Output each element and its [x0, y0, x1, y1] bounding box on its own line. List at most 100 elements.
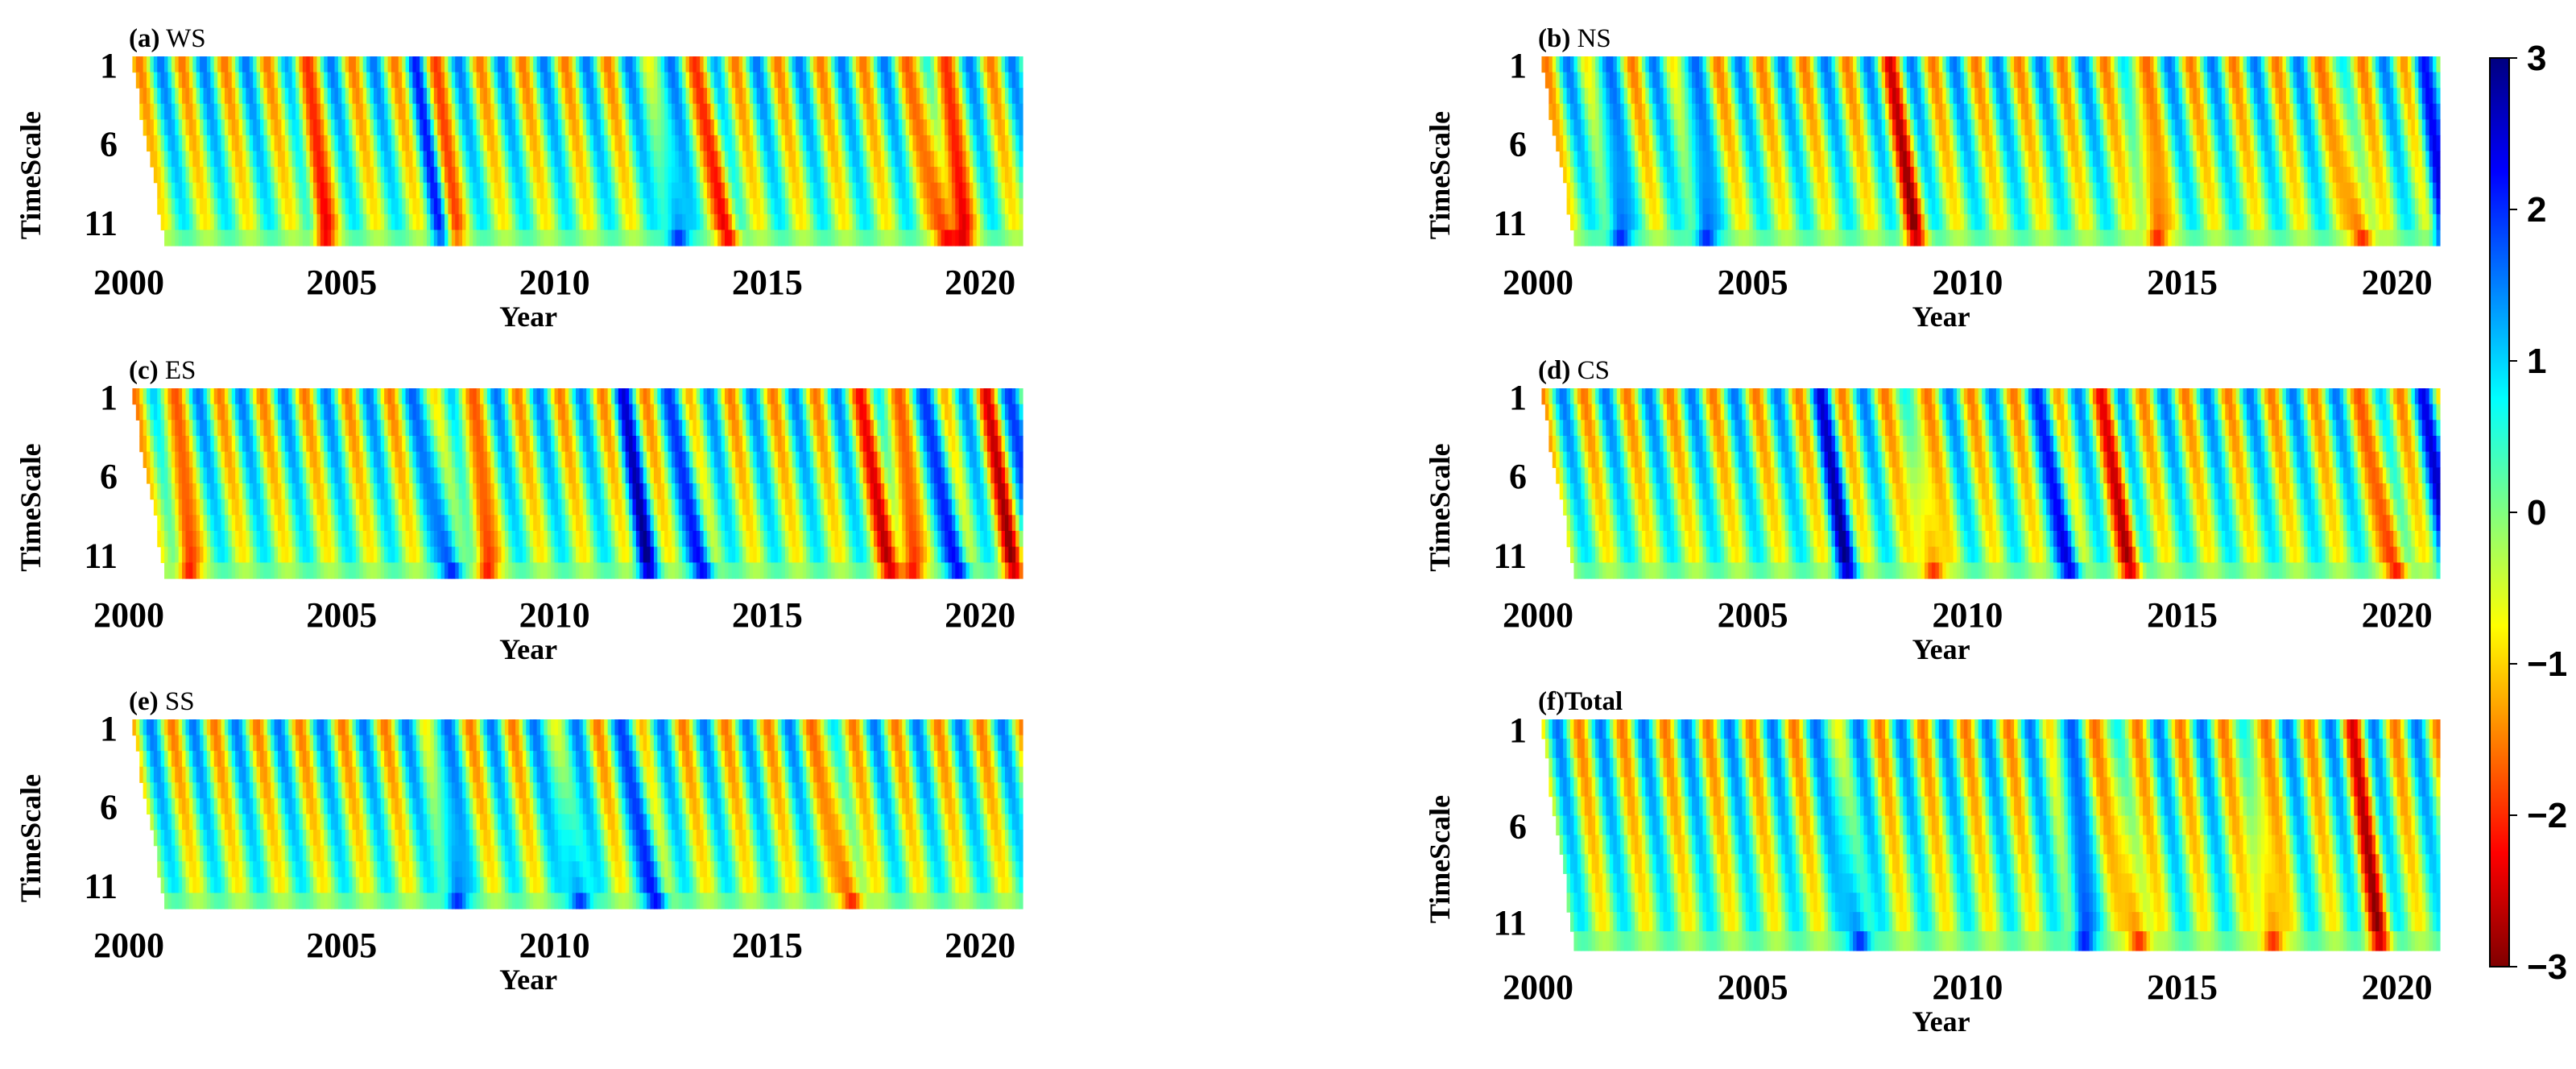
heat-cell	[725, 119, 729, 136]
heat-cell	[164, 167, 169, 184]
heat-cell	[508, 151, 513, 168]
heat-cell	[331, 182, 336, 199]
heat-cell	[267, 135, 271, 152]
heat-cell	[444, 198, 449, 215]
heat-cell	[1874, 167, 1879, 184]
heat-cell	[1910, 167, 1915, 184]
heat-cell	[1720, 135, 1725, 152]
heat-cell	[547, 167, 552, 184]
heat-cell	[958, 167, 963, 184]
heat-cell	[650, 103, 655, 120]
heat-cell	[2371, 103, 2376, 120]
heat-cell	[334, 167, 339, 184]
heat-cell	[589, 56, 594, 73]
heat-cell	[2014, 103, 2019, 120]
heat-cell	[2143, 72, 2148, 89]
heat-cell	[2250, 135, 2255, 152]
heat-cell	[909, 56, 914, 73]
heat-cell	[862, 119, 867, 136]
heat-cell	[1860, 119, 1865, 136]
heat-cell	[341, 151, 346, 168]
heat-cell	[593, 198, 598, 215]
heat-cell	[504, 182, 509, 199]
heat-cell	[895, 56, 899, 73]
heat-cell	[462, 151, 467, 168]
heat-cell	[2057, 103, 2061, 120]
heat-cell	[1935, 56, 1940, 73]
heat-cell	[700, 167, 705, 184]
heat-cell	[292, 135, 296, 152]
heat-cell	[1638, 103, 1643, 120]
heat-cell	[937, 213, 942, 231]
heat-cell	[2175, 135, 2180, 152]
heat-cell	[2418, 72, 2423, 89]
heat-cell	[412, 182, 417, 199]
heat-cell	[809, 151, 814, 168]
heat-cell	[511, 230, 516, 247]
heat-cell	[930, 198, 935, 215]
heat-cell	[256, 230, 261, 247]
heat-cell	[781, 182, 786, 199]
heat-cell	[1953, 56, 1958, 73]
heat-cell	[1985, 56, 1990, 73]
heat-cell	[200, 135, 205, 152]
heat-cell	[508, 213, 513, 231]
heat-cell	[2375, 167, 2380, 184]
heat-cell	[2357, 56, 2362, 73]
heat-cell	[675, 230, 680, 247]
heat-cell	[416, 151, 420, 168]
heat-cell	[267, 213, 271, 231]
heat-cell	[1799, 103, 1804, 120]
heat-cell	[2411, 72, 2416, 89]
heat-cell	[2060, 72, 2065, 89]
heat-cell	[327, 182, 332, 199]
heat-cell	[2314, 56, 2319, 73]
heat-cell	[1019, 182, 1023, 199]
heat-cell	[1903, 119, 1908, 136]
heat-cell	[1015, 88, 1020, 105]
heat-cell	[175, 151, 180, 168]
heat-cell	[923, 56, 928, 73]
heat-cell	[717, 103, 722, 120]
heat-cell	[284, 103, 289, 120]
heat-cell	[2325, 72, 2330, 89]
heat-cell	[1950, 135, 1954, 152]
heat-cell	[1008, 135, 1013, 152]
heat-cell	[852, 182, 857, 199]
heat-cell	[182, 119, 187, 136]
heat-cell	[370, 167, 374, 184]
heat-cell	[249, 119, 254, 136]
heat-cell	[1011, 167, 1016, 184]
heat-cell	[423, 230, 428, 247]
heat-cell	[1638, 72, 1643, 89]
heat-cell	[1938, 135, 1943, 152]
heat-cell	[796, 88, 800, 105]
heat-cell	[1878, 151, 1883, 168]
heat-cell	[2339, 119, 2344, 136]
heat-cell	[2354, 88, 2359, 105]
heat-cell	[536, 198, 541, 215]
heat-cell	[2074, 135, 2079, 152]
heat-cell	[408, 230, 413, 247]
heat-cell	[2114, 56, 2119, 73]
heat-cell	[2156, 167, 2161, 184]
heat-cell	[625, 88, 630, 105]
heat-cell	[1609, 182, 1614, 199]
heat-cell	[235, 167, 240, 184]
heat-cell	[387, 72, 392, 89]
heat-cell	[2275, 119, 2280, 136]
heat-cell	[384, 88, 389, 105]
heat-cell	[1777, 151, 1782, 168]
heat-cell	[210, 213, 215, 231]
heat-cell	[515, 198, 520, 215]
heat-cell	[678, 56, 683, 73]
heat-cell	[473, 167, 478, 184]
heat-cell	[771, 167, 775, 184]
heat-cell	[522, 198, 527, 215]
heat-cell	[1928, 151, 1933, 168]
heat-cell	[246, 151, 250, 168]
heat-cell	[1942, 135, 1947, 152]
heat-cell	[2214, 135, 2219, 152]
heat-cell	[763, 230, 768, 247]
heat-cell	[1749, 88, 1754, 105]
